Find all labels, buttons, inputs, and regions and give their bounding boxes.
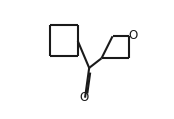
Text: O: O (129, 29, 138, 42)
Text: O: O (80, 91, 89, 104)
